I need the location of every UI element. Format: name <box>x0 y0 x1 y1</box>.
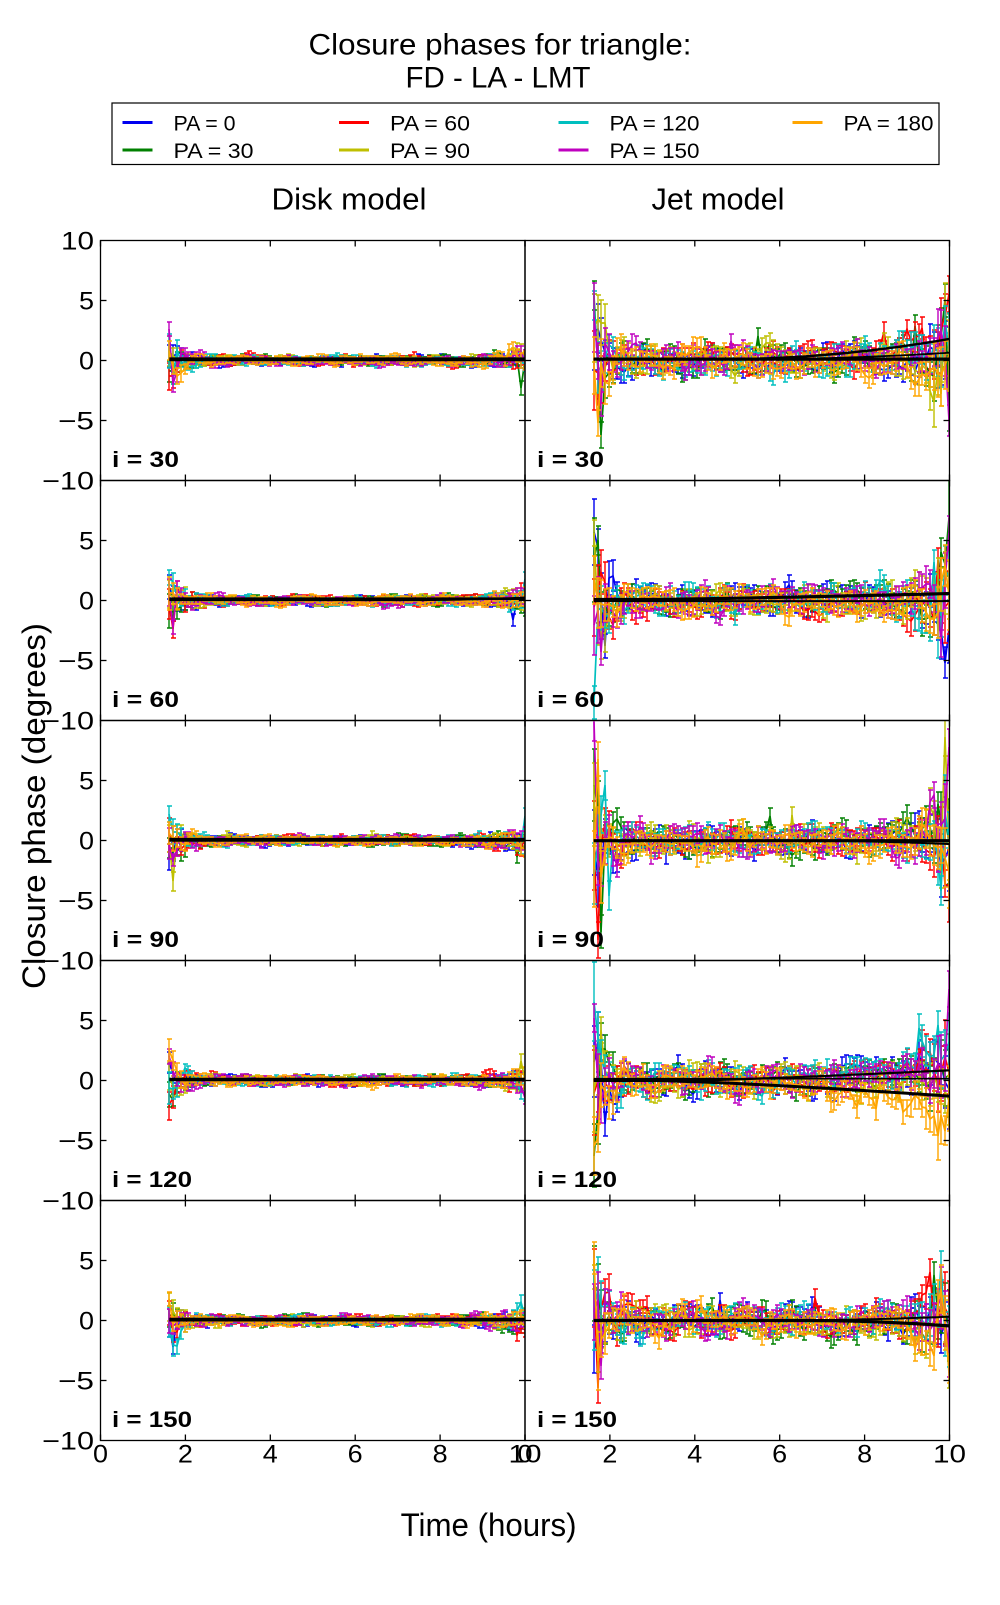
svg-text:−10: −10 <box>42 1427 94 1455</box>
svg-text:i = 90: i = 90 <box>537 927 604 952</box>
svg-text:6: 6 <box>772 1441 787 1469</box>
svg-text:−5: −5 <box>58 647 94 675</box>
svg-text:i = 60: i = 60 <box>112 687 179 712</box>
svg-text:0: 0 <box>79 587 94 615</box>
svg-text:i = 120: i = 120 <box>537 1167 617 1192</box>
svg-text:0: 0 <box>79 347 94 375</box>
svg-text:PA = 0: PA = 0 <box>174 112 236 136</box>
svg-text:4: 4 <box>263 1441 278 1469</box>
svg-text:10: 10 <box>509 1441 542 1469</box>
svg-text:PA = 90: PA = 90 <box>390 139 470 163</box>
svg-text:5: 5 <box>79 287 94 315</box>
svg-text:i = 120: i = 120 <box>112 1167 192 1192</box>
svg-text:4: 4 <box>687 1441 702 1469</box>
svg-text:10: 10 <box>61 227 94 255</box>
svg-text:PA = 150: PA = 150 <box>610 139 700 163</box>
svg-text:5: 5 <box>79 1007 94 1035</box>
svg-text:Closure phase (degrees): Closure phase (degrees) <box>16 623 52 989</box>
svg-text:−5: −5 <box>58 1367 94 1395</box>
svg-text:0: 0 <box>79 1307 94 1335</box>
svg-text:5: 5 <box>79 767 94 795</box>
svg-text:5: 5 <box>79 1247 94 1275</box>
svg-text:Disk model: Disk model <box>272 182 427 217</box>
svg-text:6: 6 <box>348 1441 363 1469</box>
svg-text:i = 30: i = 30 <box>112 447 179 472</box>
svg-text:0: 0 <box>93 1441 108 1469</box>
svg-text:−5: −5 <box>58 407 94 435</box>
svg-text:FD - LA - LMT: FD - LA - LMT <box>406 62 591 95</box>
svg-text:−10: −10 <box>42 467 94 495</box>
svg-text:PA = 120: PA = 120 <box>610 112 700 136</box>
svg-text:0: 0 <box>79 1067 94 1095</box>
svg-text:8: 8 <box>857 1441 872 1469</box>
svg-text:Closure phases for triangle:: Closure phases for triangle: <box>309 29 692 62</box>
svg-text:PA = 60: PA = 60 <box>390 112 470 136</box>
svg-text:2: 2 <box>602 1441 617 1469</box>
svg-text:2: 2 <box>178 1441 193 1469</box>
svg-text:5: 5 <box>79 527 94 555</box>
svg-text:0: 0 <box>79 827 94 855</box>
svg-text:−10: −10 <box>42 707 94 735</box>
svg-text:i = 150: i = 150 <box>112 1407 192 1432</box>
svg-text:−10: −10 <box>42 1187 94 1215</box>
svg-text:i = 60: i = 60 <box>537 687 604 712</box>
svg-text:i = 150: i = 150 <box>537 1407 617 1432</box>
svg-text:−5: −5 <box>58 887 94 915</box>
svg-text:i = 90: i = 90 <box>112 927 179 952</box>
svg-text:0: 0 <box>518 1441 533 1469</box>
svg-text:PA = 180: PA = 180 <box>844 112 934 136</box>
svg-text:Jet model: Jet model <box>652 182 785 217</box>
svg-text:8: 8 <box>433 1441 448 1469</box>
svg-text:−5: −5 <box>58 1127 94 1155</box>
svg-text:10: 10 <box>933 1441 966 1469</box>
svg-text:PA = 30: PA = 30 <box>174 139 254 163</box>
svg-text:i = 30: i = 30 <box>537 447 604 472</box>
svg-text:Time (hours): Time (hours) <box>401 1507 577 1543</box>
svg-text:−10: −10 <box>42 947 94 975</box>
